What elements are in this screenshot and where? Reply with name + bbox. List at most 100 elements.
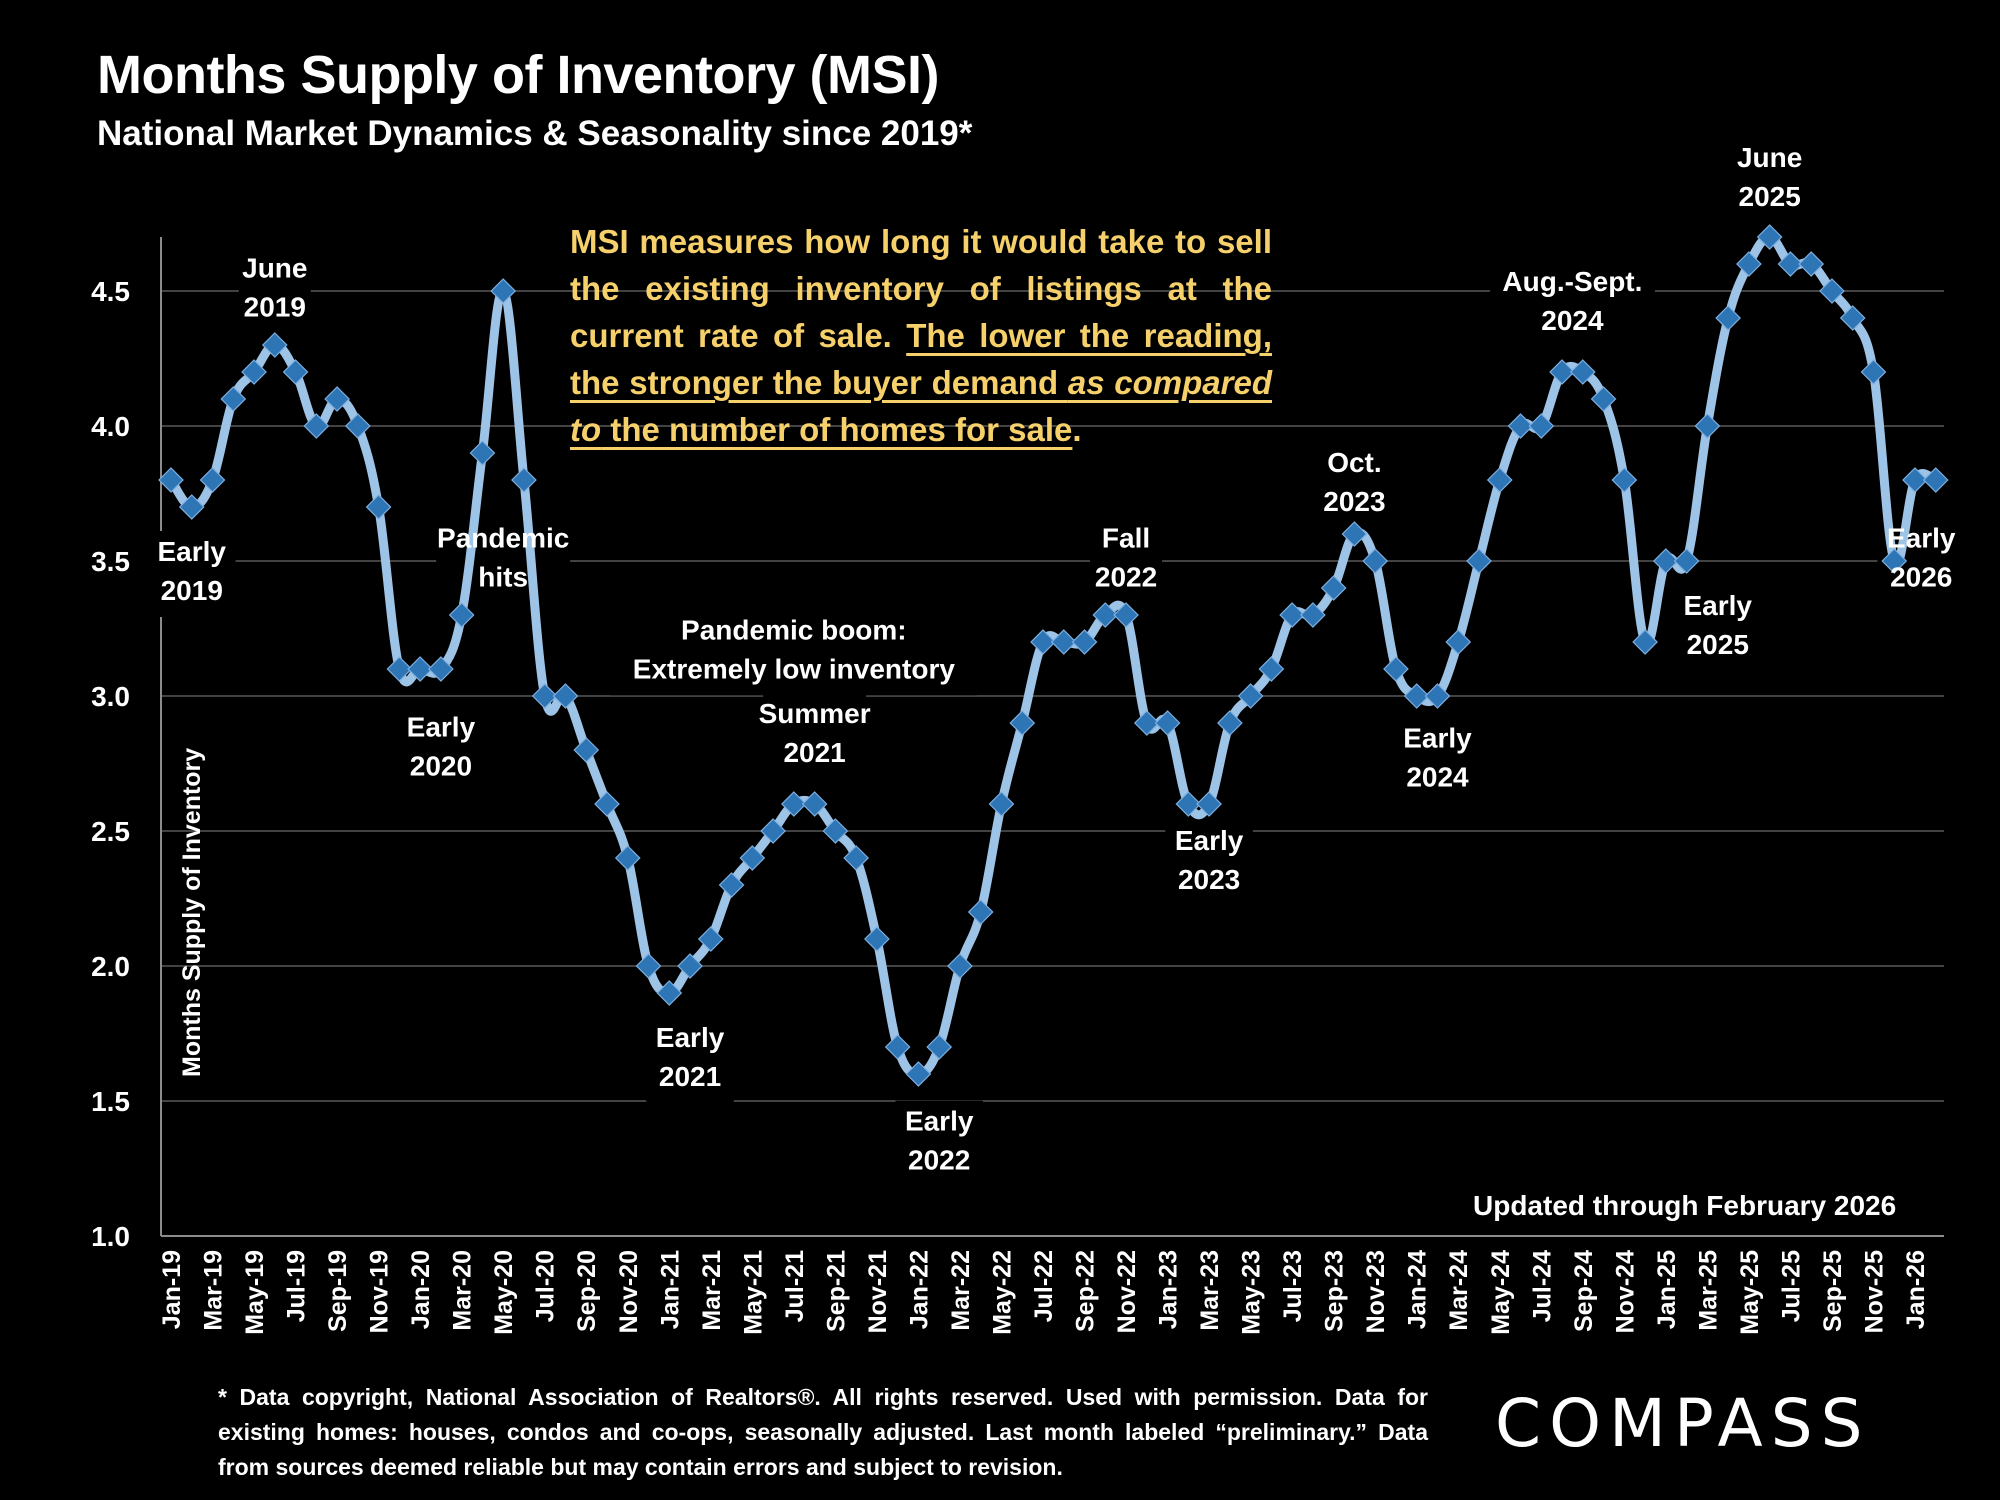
data-point-Jun-24	[1507, 413, 1534, 439]
y-tick-label: 4.0	[91, 411, 130, 442]
data-point-Jul-20	[531, 683, 558, 709]
data-point-Sep-22	[1071, 629, 1098, 655]
x-tick-label: Jul-19	[283, 1250, 311, 1322]
annotation-background	[895, 1100, 983, 1187]
data-point-Jul-25	[1777, 251, 1804, 277]
data-point-Oct-21	[843, 845, 869, 871]
y-axis-title: Months Supply of Inventory	[178, 748, 206, 1077]
x-tick-label: Nov-21	[864, 1250, 892, 1333]
data-point-Dec-19	[386, 656, 413, 682]
data-point-Apr-25	[1715, 305, 1741, 331]
annotation-background	[436, 517, 571, 604]
x-tick-label: Sep-19	[324, 1250, 352, 1332]
data-point-Dec-24	[1632, 629, 1658, 655]
data-point-Feb-19	[178, 494, 205, 520]
data-point-Aug-19	[303, 413, 330, 439]
data-point-Jan-26	[1902, 467, 1928, 493]
data-point-Feb-24	[1424, 683, 1451, 709]
data-point-Oct-22	[1092, 602, 1119, 628]
msi-explanation-note: MSI measures how long it would take to s…	[570, 218, 1272, 453]
data-point-Jul-24	[1528, 413, 1555, 439]
annotation-background	[397, 706, 485, 793]
x-tick-label: Nov-24	[1611, 1250, 1639, 1333]
x-tick-label: May-24	[1487, 1250, 1515, 1335]
annotation-background	[238, 247, 311, 334]
x-tick-label: Sep-25	[1819, 1250, 1847, 1332]
data-point-May-19	[241, 359, 267, 385]
x-tick-label: Jul-23	[1279, 1250, 1307, 1322]
data-point-Oct-24	[1590, 386, 1617, 412]
annotation-background	[1165, 819, 1253, 906]
x-tick-label: Jul-22	[1030, 1250, 1058, 1322]
data-point-Jun-21	[760, 818, 786, 844]
data-point-Jun-22	[1009, 710, 1036, 736]
data-point-Aug-23	[1300, 602, 1326, 628]
data-point-Nov-24	[1611, 467, 1638, 493]
compass-logo-text: COMPASS	[1495, 1385, 1871, 1462]
data-point-Sep-24	[1569, 359, 1596, 385]
x-tick-label: Mar-23	[1196, 1250, 1224, 1331]
x-tick-label: Sep-21	[822, 1250, 850, 1332]
data-point-Dec-21	[884, 1034, 911, 1060]
annotation-label: June 2025	[1737, 142, 1802, 212]
page-subtitle: National Market Dynamics & Seasonality s…	[97, 114, 973, 153]
annotation-label: Fall 2022	[1095, 523, 1157, 593]
x-tick-label: Jan-20	[407, 1250, 435, 1329]
annotation-background	[1489, 261, 1655, 347]
x-tick-label: Jan-26	[1902, 1250, 1930, 1329]
y-tick-label: 1.5	[91, 1086, 130, 1117]
data-point-May-22	[988, 791, 1015, 817]
annotation-label: Pandemic boom: Extremely low inventory	[633, 614, 956, 684]
data-point-Jan-25	[1653, 548, 1679, 574]
x-tick-label: Sep-23	[1321, 1250, 1349, 1332]
x-tick-label: May-21	[739, 1250, 767, 1335]
page-title: Months Supply of Inventory (MSI)	[97, 45, 939, 105]
data-point-Apr-21	[718, 872, 745, 898]
updated-through-label: Updated through February 2026	[1473, 1190, 1897, 1221]
data-point-Jul-23	[1279, 602, 1305, 628]
data-point-Jun-25	[1756, 224, 1783, 250]
x-tick-label: Jan-22	[905, 1250, 933, 1329]
data-point-Jun-20	[511, 467, 537, 493]
x-tick-label: Sep-24	[1570, 1250, 1598, 1332]
data-point-Feb-22	[926, 1034, 953, 1060]
data-point-Apr-24	[1466, 548, 1492, 574]
y-axis-ticks: 1.0 1.5 2.0 2.5 3.0 3.5 4.0 4.5	[91, 276, 130, 1252]
annotation-label: Aug.-Sept. 2024	[1502, 266, 1642, 336]
data-point-May-23	[1237, 683, 1264, 709]
data-point-Apr-19	[220, 386, 247, 412]
data-point-May-21	[739, 845, 766, 871]
data-point-Nov-21	[864, 926, 890, 952]
x-tick-label: Nov-23	[1362, 1250, 1390, 1333]
y-tick-label: 3.5	[91, 546, 130, 577]
data-point-Feb-26	[1922, 467, 1949, 493]
data-point-Nov-22	[1113, 602, 1139, 628]
x-tick-label: Sep-22	[1072, 1250, 1100, 1332]
data-point-Aug-21	[801, 791, 828, 817]
data-point-Feb-21	[677, 953, 703, 979]
chart-annotations: Early 2019 June 2019 Early 2020 Pandemic hits Pa…	[158, 142, 1956, 1176]
data-point-May-25	[1736, 251, 1762, 277]
x-axis-ticks: Jan-19 Mar-19 May-19 Jul-19 Sep-19 Nov-19 Jan-…	[158, 1250, 1930, 1335]
data-point-Mar-23	[1196, 791, 1222, 817]
x-tick-label: May-19	[241, 1250, 269, 1335]
data-point-May-20	[490, 278, 517, 304]
data-point-Sep-19	[324, 386, 350, 412]
data-point-Dec-23	[1383, 656, 1409, 682]
data-point-Nov-25	[1860, 359, 1887, 385]
data-point-Aug-20	[552, 683, 579, 709]
x-tick-label: Jan-19	[158, 1250, 186, 1329]
annotation-label: Early 2022	[905, 1106, 974, 1176]
data-point-Jul-22	[1030, 629, 1056, 655]
x-tick-label: Nov-19	[366, 1250, 394, 1333]
y-tick-label: 4.5	[91, 276, 130, 307]
data-point-Jan-24	[1403, 683, 1430, 709]
annotation-label: Early 2025	[1684, 590, 1753, 660]
note-intro: MSI measures how long it would take to s…	[570, 223, 1272, 354]
annotation-label: June 2019	[242, 253, 307, 323]
data-point-Mar-22	[947, 953, 973, 979]
annotation-background	[1393, 717, 1482, 804]
y-tick-label: 3.0	[91, 681, 130, 712]
data-point-Mar-19	[199, 467, 226, 493]
